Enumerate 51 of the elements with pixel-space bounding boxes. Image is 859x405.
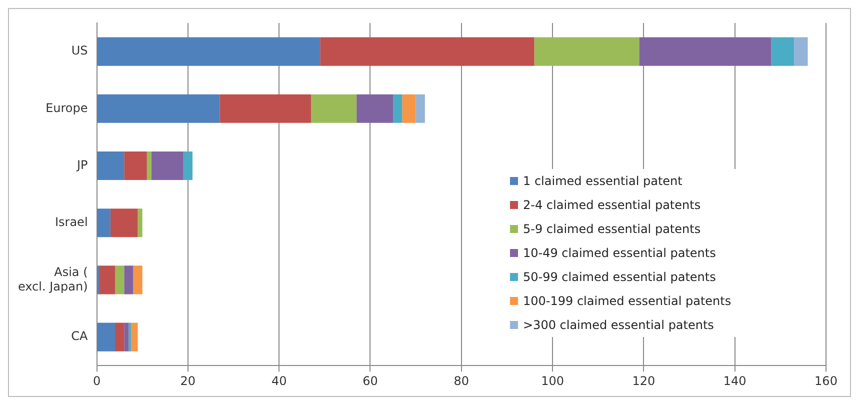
bar	[310, 94, 357, 123]
bar	[639, 37, 772, 66]
bar	[138, 208, 142, 238]
bar	[402, 94, 416, 123]
legend-label: 5-9 claimed essential patents	[523, 221, 701, 238]
bar	[115, 322, 124, 352]
bar	[110, 208, 138, 238]
x-tick-label: 20	[180, 374, 196, 388]
x-tick-label: 0	[92, 374, 101, 388]
bar	[97, 151, 124, 180]
y-tick-label: Asia (excl. Japan)	[18, 264, 88, 294]
bar	[124, 266, 134, 294]
x-tick-label: 160	[814, 374, 838, 388]
x-tick-label: 120	[632, 374, 656, 388]
legend-label: 100-199 claimed essential patents	[523, 293, 732, 310]
bar	[771, 37, 794, 66]
bar	[393, 94, 402, 123]
bar	[146, 151, 152, 180]
y-tick-label: JP	[76, 158, 88, 172]
legend-label: >300 claimed essential patents	[523, 317, 714, 334]
bar	[183, 151, 192, 180]
legend-label: 50-99 claimed essential patents	[523, 269, 716, 286]
bar	[320, 37, 534, 66]
bar	[124, 322, 129, 352]
bar	[115, 266, 124, 294]
bar	[130, 322, 138, 352]
bar	[133, 266, 142, 294]
bar	[416, 94, 425, 123]
bar	[97, 208, 110, 238]
x-tick-label: 100	[541, 374, 564, 388]
y-tick-label: Israel	[54, 214, 88, 229]
x-tick-label: 40	[271, 374, 287, 388]
legend-label: 2-4 claimed essential patents	[523, 197, 701, 214]
bar	[97, 322, 116, 352]
bar	[151, 151, 184, 180]
legend-label: 1 claimed essential patent	[523, 173, 682, 190]
y-tick-label: CA	[71, 329, 89, 344]
bar	[124, 151, 147, 180]
x-tick-label: 140	[723, 374, 746, 388]
bar	[97, 94, 220, 123]
bar	[356, 94, 394, 123]
bar	[99, 266, 116, 294]
bar	[794, 37, 808, 66]
y-tick-label: US	[71, 44, 88, 58]
bar	[220, 94, 311, 123]
bar	[534, 37, 640, 66]
bar	[97, 37, 320, 66]
legend-label: 10-49 claimed essential patents	[523, 245, 716, 262]
x-tick-label: 60	[362, 374, 378, 388]
y-tick-label: Europe	[46, 100, 88, 115]
x-tick-label: 80	[454, 374, 470, 388]
